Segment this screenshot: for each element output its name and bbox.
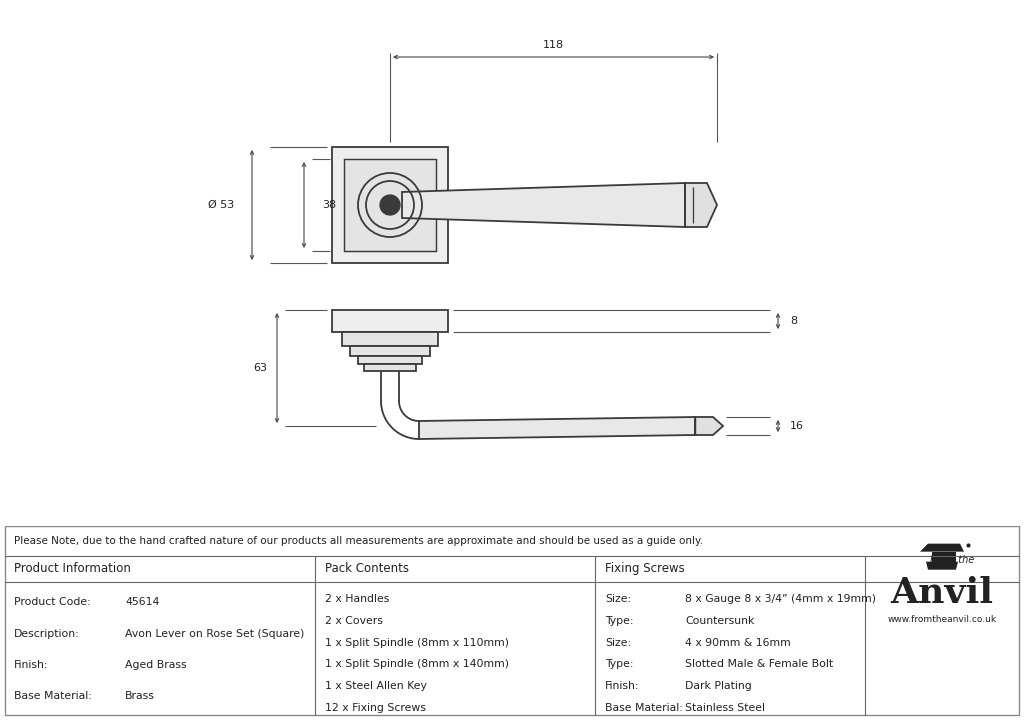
Text: 8: 8	[790, 316, 797, 326]
Polygon shape	[695, 417, 723, 435]
Text: From the: From the	[930, 554, 974, 564]
Text: Size:: Size:	[605, 594, 631, 604]
Text: Pack Contents: Pack Contents	[325, 562, 409, 575]
Text: Avon Lever on Rose Set (Square): Avon Lever on Rose Set (Square)	[125, 629, 304, 639]
Text: Slotted Male & Female Bolt: Slotted Male & Female Bolt	[685, 660, 834, 670]
Text: Anvil: Anvil	[891, 576, 993, 610]
Text: 38: 38	[322, 200, 336, 210]
Text: 1 x Split Spindle (8mm x 140mm): 1 x Split Spindle (8mm x 140mm)	[325, 660, 509, 670]
Text: www.fromtheanvil.co.uk: www.fromtheanvil.co.uk	[888, 616, 996, 624]
Bar	[332, 310, 449, 332]
Text: Base Material:: Base Material:	[14, 691, 92, 701]
Text: Aged Brass: Aged Brass	[125, 660, 186, 670]
Bar	[350, 346, 430, 356]
Bar	[364, 364, 416, 371]
Text: Finish:: Finish:	[605, 681, 640, 691]
Text: Dark Plating: Dark Plating	[685, 681, 752, 691]
Text: Product Code:: Product Code:	[14, 598, 91, 608]
Bar	[342, 332, 438, 346]
Text: 2 x Handles: 2 x Handles	[325, 594, 389, 604]
Text: 16: 16	[790, 421, 804, 431]
Polygon shape	[920, 544, 964, 552]
Polygon shape	[419, 417, 695, 439]
Text: Fixing Screws: Fixing Screws	[605, 562, 685, 575]
Text: Base Material:: Base Material:	[605, 703, 683, 713]
Circle shape	[380, 195, 400, 215]
Text: 12 x Fixing Screws: 12 x Fixing Screws	[325, 703, 426, 713]
Bar	[332, 147, 449, 263]
Polygon shape	[685, 183, 717, 227]
Text: 118: 118	[543, 40, 564, 50]
Text: 8 x Gauge 8 x 3/4” (4mm x 19mm): 8 x Gauge 8 x 3/4” (4mm x 19mm)	[685, 594, 876, 604]
Text: Finish:: Finish:	[14, 660, 48, 670]
Text: Product Information: Product Information	[14, 562, 131, 575]
Text: Countersunk: Countersunk	[685, 616, 755, 626]
Text: Type:: Type:	[605, 660, 634, 670]
Text: Size:: Size:	[605, 638, 631, 648]
Text: 1 x Steel Allen Key: 1 x Steel Allen Key	[325, 681, 427, 691]
Text: Type:: Type:	[605, 616, 634, 626]
Polygon shape	[926, 562, 958, 570]
Text: Brass: Brass	[125, 691, 155, 701]
Text: Ø 53: Ø 53	[208, 200, 234, 210]
Polygon shape	[932, 552, 956, 562]
Polygon shape	[402, 183, 685, 227]
Text: 4 x 90mm & 16mm: 4 x 90mm & 16mm	[685, 638, 791, 648]
Text: 2 x Covers: 2 x Covers	[325, 616, 383, 626]
Bar	[344, 159, 436, 251]
Text: 63: 63	[253, 363, 267, 373]
Text: Description:: Description:	[14, 629, 80, 639]
Text: 1 x Split Spindle (8mm x 110mm): 1 x Split Spindle (8mm x 110mm)	[325, 638, 509, 648]
Text: Stainless Steel: Stainless Steel	[685, 703, 765, 713]
Text: 45614: 45614	[125, 598, 160, 608]
Bar	[358, 356, 422, 364]
Text: Please Note, due to the hand crafted nature of our products all measurements are: Please Note, due to the hand crafted nat…	[14, 536, 703, 546]
